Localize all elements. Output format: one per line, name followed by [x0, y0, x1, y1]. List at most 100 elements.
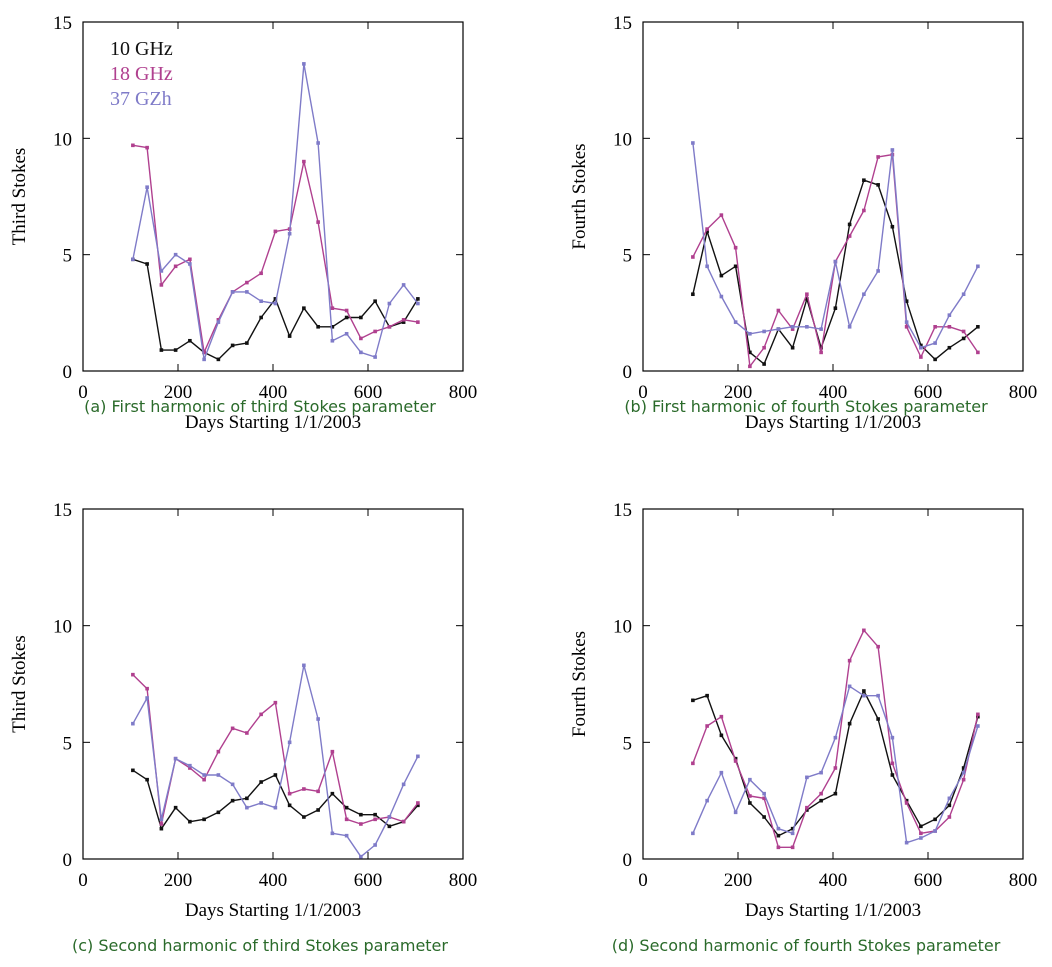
- data-point: [230, 290, 235, 294]
- y-tick-label: 10: [53, 617, 72, 638]
- data-point: [416, 803, 420, 808]
- data-point: [330, 338, 335, 343]
- series-line-10-ghz: [692, 179, 979, 365]
- data-point: [833, 306, 838, 310]
- data-point: [719, 770, 724, 775]
- data-point: [302, 663, 306, 668]
- data-point: [401, 320, 406, 324]
- x-axis-label: Days Starting 1/1/2003: [745, 412, 921, 433]
- data-point: [273, 301, 278, 306]
- data-point: [245, 341, 249, 345]
- data-point: [976, 264, 980, 269]
- data-point: [131, 672, 135, 677]
- data-point: [202, 777, 206, 782]
- data-point: [976, 712, 980, 717]
- data-point: [862, 292, 866, 297]
- data-point: [961, 292, 966, 297]
- data-point: [691, 831, 695, 836]
- data-point: [862, 693, 866, 698]
- data-point: [344, 833, 349, 838]
- data-point: [316, 789, 320, 794]
- legend-entry: 10 GHz: [110, 38, 173, 60]
- data-point: [131, 257, 135, 262]
- data-point: [330, 791, 335, 796]
- data-point: [202, 357, 206, 362]
- data-point: [819, 350, 823, 355]
- data-point: [188, 262, 192, 266]
- data-point: [890, 735, 895, 740]
- data-point: [719, 273, 724, 278]
- data-point: [719, 294, 724, 299]
- data-point: [819, 770, 823, 775]
- data-point: [862, 689, 866, 693]
- data-point: [273, 773, 278, 777]
- panel-c: 0 200 400 600 800 0 5 10 15 Days Starting 1/1/200…: [9, 500, 477, 955]
- data-point: [691, 255, 695, 259]
- data-point: [316, 808, 320, 812]
- data-point: [216, 357, 221, 362]
- panel-a: 0 200 400 600 800 0 5 10 15 Days Starting 1/1/200…: [9, 13, 477, 433]
- data-point: [259, 315, 263, 320]
- data-point: [890, 224, 895, 229]
- data-point: [159, 348, 164, 352]
- data-point: [748, 777, 752, 782]
- data-point: [259, 801, 263, 805]
- y-tick-label: 0: [623, 850, 633, 871]
- data-point: [316, 717, 320, 721]
- data-point: [173, 252, 178, 257]
- data-point: [705, 798, 709, 803]
- data-point: [245, 796, 249, 801]
- data-point: [776, 845, 781, 850]
- data-point: [862, 178, 866, 183]
- y-tick-label: 15: [53, 500, 72, 521]
- data-point: [159, 822, 164, 826]
- data-point: [387, 815, 392, 819]
- panel-d: 0 200 400 600 800 0 5 10 15 Days Starting 1/1/200…: [569, 500, 1037, 955]
- y-tick-label: 10: [613, 617, 632, 638]
- data-point: [961, 770, 966, 775]
- x-tick-label: 0: [638, 870, 648, 891]
- y-tick-label: 5: [623, 246, 633, 267]
- y-tick-label: 15: [53, 13, 72, 34]
- data-point: [847, 721, 852, 726]
- data-point: [933, 817, 937, 822]
- data-point: [805, 297, 809, 301]
- data-point: [202, 817, 206, 822]
- data-point: [287, 231, 292, 236]
- data-point: [344, 805, 349, 810]
- x-tick-label: 800: [449, 870, 478, 891]
- data-point: [387, 324, 392, 329]
- data-point: [691, 292, 695, 297]
- data-point: [173, 756, 178, 761]
- data-point: [733, 320, 738, 324]
- data-point: [833, 791, 838, 796]
- data-point: [173, 348, 178, 352]
- data-point: [287, 740, 292, 745]
- data-point: [416, 297, 420, 301]
- data-point: [344, 308, 349, 313]
- y-axis-label: Fourth Stokes: [569, 143, 590, 249]
- x-tick-label: 200: [724, 382, 753, 403]
- data-point: [373, 843, 377, 847]
- data-point: [847, 684, 852, 689]
- data-point: [705, 229, 709, 234]
- data-point: [145, 185, 149, 189]
- data-point: [273, 700, 278, 705]
- x-tick-label: 200: [724, 870, 753, 891]
- data-point: [961, 777, 966, 782]
- data-point: [890, 761, 895, 766]
- data-point: [790, 327, 795, 331]
- data-point: [188, 338, 192, 343]
- x-tick-label: 800: [1009, 382, 1038, 403]
- panel-caption: (b) First harmonic of fourth Stokes para…: [624, 397, 988, 416]
- data-point: [919, 824, 923, 829]
- x-tick-label: 0: [78, 382, 88, 403]
- data-point: [159, 817, 164, 822]
- panel-caption: (c) Second harmonic of third Stokes para…: [72, 936, 448, 955]
- data-point: [416, 301, 420, 306]
- data-point: [748, 350, 752, 355]
- data-point: [790, 324, 795, 329]
- x-tick-label: 200: [164, 870, 193, 891]
- data-point: [316, 324, 320, 329]
